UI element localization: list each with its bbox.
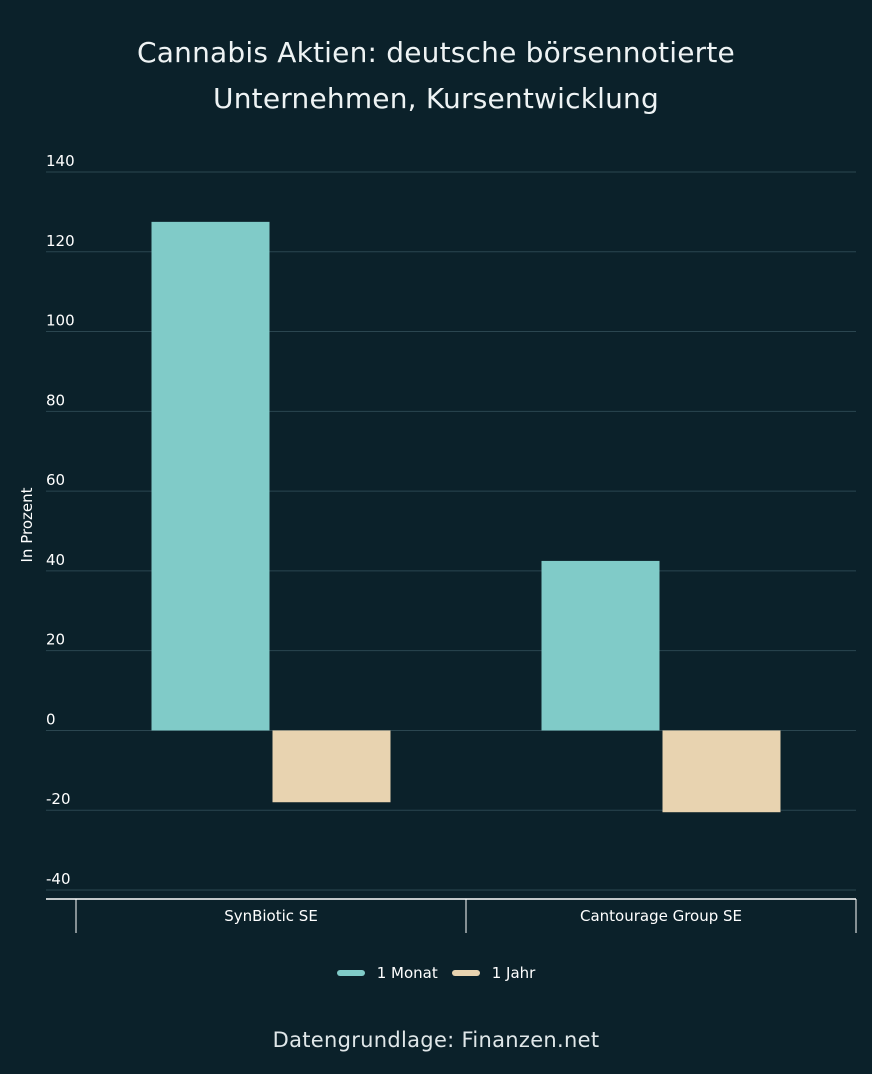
bar-1: [541, 560, 660, 731]
legend-swatch-series-2: [451, 970, 480, 976]
chart-title-line-1: Cannabis Aktien: deutsche börsennotierte: [137, 36, 735, 69]
bar-2: [662, 730, 781, 813]
y-tick-label: 100: [46, 312, 75, 330]
y-tick-label: -20: [46, 790, 71, 808]
legend-item-series-2[interactable]: 1 Jahr: [451, 964, 536, 982]
y-tick-label: 0: [46, 710, 56, 728]
legend-swatch-series-1: [336, 970, 365, 976]
chart-title-line-2: Unternehmen, Kursentwicklung: [213, 82, 659, 115]
y-tick-label: -40: [46, 870, 71, 888]
legend-label-series-1: 1 Monat: [376, 964, 438, 982]
y-tick-label: 80: [46, 391, 65, 409]
y-tick-label: 40: [46, 551, 65, 569]
bar-1: [151, 221, 270, 731]
source-note: Datengrundlage: Finanzen.net: [272, 1028, 600, 1052]
y-tick-label: 20: [46, 631, 65, 649]
y-tick-label: 140: [46, 152, 75, 170]
bar-chart: 140 120 100 80 60 40 20 0 -20 -40 SynBiotic SE Cant…: [18, 152, 857, 933]
y-tick-label: 120: [46, 232, 75, 250]
x-tick-label: SynBiotic SE: [224, 907, 318, 925]
y-axis-label: In Prozent: [18, 487, 36, 562]
bar-2: [272, 730, 391, 803]
legend: 1 Monat 1 Jahr: [0, 964, 872, 982]
chart-title: Cannabis Aktien: deutsche börsennotierte…: [0, 30, 872, 122]
legend-label-series-2: 1 Jahr: [491, 964, 536, 982]
y-tick-label: 60: [46, 471, 65, 489]
legend-item-series-1[interactable]: 1 Monat: [336, 964, 438, 982]
x-tick-label: Cantourage Group SE: [580, 907, 742, 925]
